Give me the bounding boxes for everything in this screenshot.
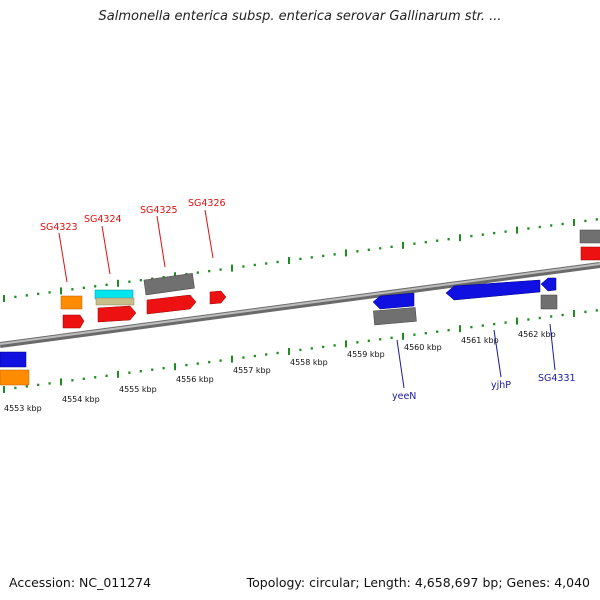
axis-label-4557: 4557 kbp — [233, 366, 271, 375]
axis-label-4556: 4556 kbp — [176, 375, 214, 384]
axis-label-4554: 4554 kbp — [62, 395, 100, 404]
gene-arrow-yjhp[interactable] — [445, 279, 541, 301]
gene-block-grey-edge[interactable] — [579, 229, 600, 244]
topology-text: Topology: circular; Length: 4,658,697 bp… — [246, 575, 590, 590]
gene-arrow-sg4323[interactable] — [62, 314, 85, 329]
leader-sg4325 — [156, 215, 166, 268]
gene-arrow-yeen[interactable] — [372, 292, 415, 310]
gene-block-tan[interactable] — [95, 297, 135, 306]
tick-marks-bottom — [3, 309, 598, 393]
gene-label-sg4325[interactable]: SG4325 — [140, 205, 178, 216]
leader-sg4326 — [204, 209, 214, 259]
gene-label-sg4326[interactable]: SG4326 — [188, 198, 226, 209]
leader-sg4323 — [58, 232, 68, 283]
axis-label-4558: 4558 kbp — [290, 358, 328, 367]
leader-yjhp — [493, 329, 502, 378]
gene-arrow-red-2[interactable] — [146, 294, 197, 315]
gene-block-orange-left[interactable] — [0, 369, 30, 386]
gene-block-orange-1[interactable] — [60, 295, 83, 310]
gene-label-sg4331[interactable]: SG4331 — [538, 373, 576, 384]
axis-label-4553: 4553 kbp — [4, 404, 42, 413]
gene-label-yjhp[interactable]: yjhP — [491, 380, 511, 391]
gene-block-grey-sg4331[interactable] — [540, 294, 558, 310]
gene-arrow-sg4326[interactable] — [209, 290, 227, 305]
leader-sg4331 — [549, 323, 556, 371]
gene-arrow-sg4324[interactable] — [97, 305, 137, 323]
gene-block-red-edge[interactable] — [580, 246, 600, 261]
gene-arrow-sg4331[interactable] — [540, 277, 557, 292]
axis-label-4562: 4562 kbp — [518, 330, 556, 339]
axis-label-4559: 4559 kbp — [347, 350, 385, 359]
gene-block-sg4325[interactable] — [143, 272, 195, 296]
gene-block-blue-left[interactable] — [0, 351, 27, 368]
gene-label-sg4324[interactable]: SG4324 — [84, 214, 122, 225]
leader-yeen — [396, 339, 405, 389]
axis-label-4555: 4555 kbp — [119, 385, 157, 394]
genome-backbone-highlight — [0, 263, 600, 345]
gene-label-sg4323[interactable]: SG4323 — [40, 222, 78, 233]
tick-marks-top — [3, 218, 598, 302]
axis-label-4561: 4561 kbp — [461, 336, 499, 345]
gene-block-cyan[interactable] — [94, 289, 134, 300]
axis-label-4560: 4560 kbp — [404, 343, 442, 352]
genome-title: Salmonella enterica subsp. enterica sero… — [98, 9, 502, 24]
gene-label-yeen[interactable]: yeeN — [392, 391, 416, 402]
leader-sg4324 — [101, 225, 111, 275]
accession-text: Accession: NC_011274 — [9, 575, 152, 590]
gene-block-grey-yeen[interactable] — [373, 307, 417, 326]
